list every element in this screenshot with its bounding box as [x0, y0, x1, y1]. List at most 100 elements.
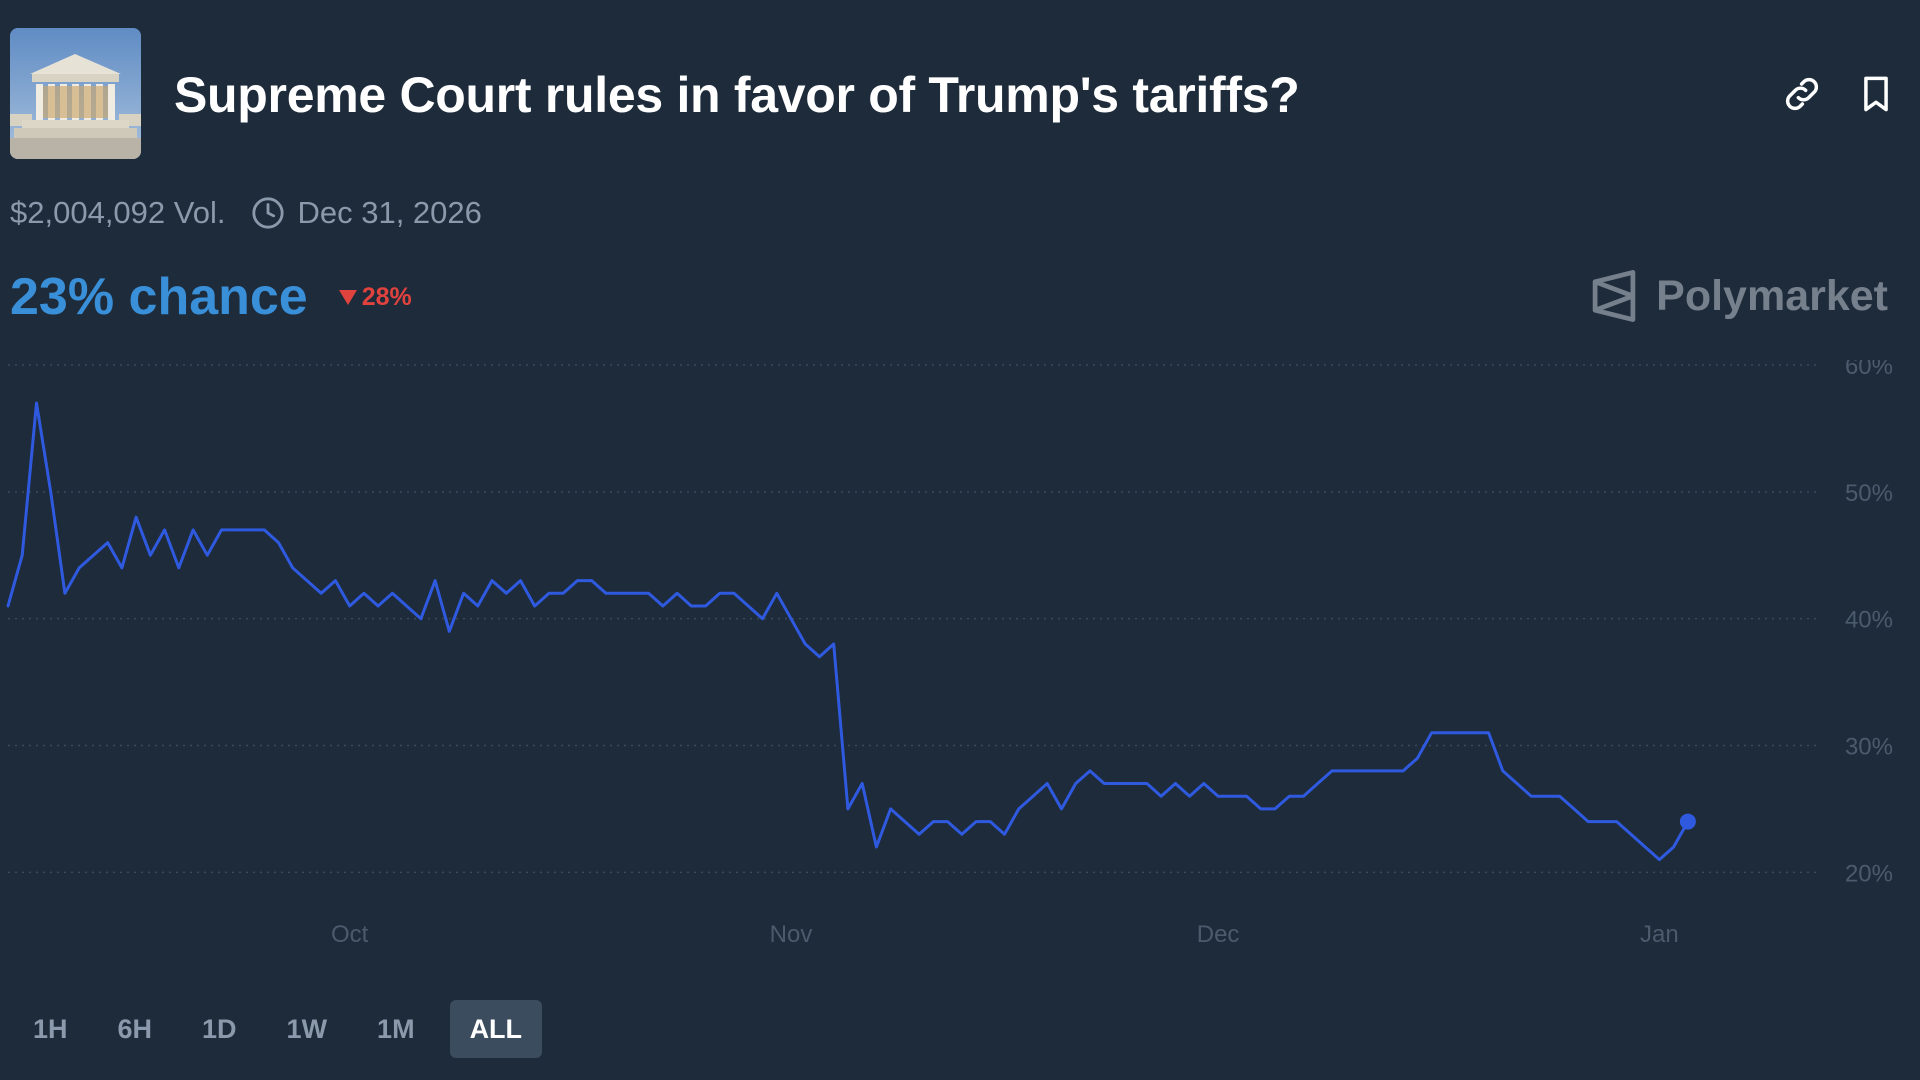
data-point [1629, 833, 1633, 836]
data-point [92, 554, 95, 557]
data-point [1373, 769, 1376, 773]
data-point [633, 592, 636, 595]
data-point [206, 554, 209, 557]
x-tick-label: Dec [1197, 921, 1240, 948]
data-point [1501, 769, 1505, 773]
data-point [932, 820, 935, 823]
data-point [1643, 845, 1647, 849]
market-header: Supreme Court rules in favor of Trump's … [10, 28, 1910, 160]
data-point [1401, 769, 1405, 773]
volume-text: $2,004,092 Vol. [10, 195, 226, 230]
data-point [1102, 782, 1106, 785]
data-point [1046, 782, 1049, 785]
range-button-6h[interactable]: 6H [117, 1014, 153, 1044]
range-button-1m[interactable]: 1M [377, 1014, 415, 1044]
market-title: Supreme Court rules in favor of Trump's … [174, 67, 1300, 123]
data-point [533, 604, 536, 608]
y-tick-label: 20% [1845, 860, 1893, 887]
data-point [1216, 795, 1220, 798]
data-point [1345, 769, 1348, 773]
data-point [804, 642, 807, 646]
down-triangle-icon [338, 290, 357, 305]
data-point [433, 579, 437, 582]
data-point [1558, 795, 1561, 798]
data-point [1031, 795, 1035, 798]
odds-row: 23% chance 28% [10, 262, 412, 332]
price-chart: 60% 50% 40% 30% 20% Oct Nov Dec Jan [6, 360, 1893, 948]
data-point [704, 604, 707, 608]
data-point [1159, 795, 1163, 798]
grid-layer [8, 364, 1816, 874]
data-point [1074, 782, 1077, 785]
data-point [889, 807, 892, 811]
data-point [618, 592, 622, 595]
data-point [946, 820, 949, 823]
data-point [49, 490, 52, 494]
data-point [647, 592, 650, 595]
data-point [1587, 820, 1590, 823]
data-point [1615, 820, 1618, 823]
data-point [134, 515, 138, 519]
data-point [1145, 782, 1149, 785]
data-point [376, 604, 380, 608]
data-point [191, 528, 195, 532]
data-point [590, 579, 593, 582]
data-point [63, 592, 67, 595]
data-point [860, 782, 864, 785]
data-point [1444, 731, 1448, 735]
data-point [718, 592, 722, 595]
data-point [732, 592, 736, 595]
data-point [319, 592, 323, 595]
link-icon[interactable] [1780, 72, 1824, 116]
x-axis: Oct Nov Dec Jan [331, 921, 1679, 948]
data-point [1188, 795, 1191, 798]
data-point [1288, 795, 1291, 798]
data-point [106, 541, 109, 544]
data-point [1202, 782, 1206, 785]
data-point [1430, 731, 1433, 735]
range-button-1w[interactable]: 1W [286, 1014, 328, 1044]
data-point [761, 617, 764, 620]
range-button-all[interactable]: ALL [449, 1000, 543, 1058]
current-price-dot [1679, 813, 1696, 830]
data-point [234, 528, 237, 532]
data-point [1273, 807, 1277, 811]
data-point [490, 579, 494, 582]
data-point [1359, 769, 1362, 773]
supreme-court-image [10, 28, 141, 159]
data-point [462, 592, 465, 595]
data-point [1416, 756, 1419, 760]
y-axis: 60% 50% 40% 30% 20% [1845, 360, 1893, 887]
end-date-text: Dec 31, 2026 [297, 195, 482, 230]
data-point [832, 642, 835, 646]
data-point [576, 579, 579, 582]
data-point [305, 579, 309, 582]
data-point [1245, 795, 1248, 798]
clock-icon [251, 196, 285, 230]
data-point [604, 592, 608, 595]
data-point [1487, 731, 1490, 735]
data-point [1060, 807, 1063, 811]
range-button-1d[interactable]: 1D [202, 1014, 237, 1044]
data-point [291, 566, 294, 570]
data-point [1302, 795, 1305, 798]
data-point [1131, 782, 1134, 785]
data-point [248, 528, 252, 532]
data-point [1530, 795, 1533, 798]
polymarket-logo-icon [1592, 270, 1636, 322]
bookmark-icon[interactable] [1854, 72, 1898, 116]
data-point [917, 833, 921, 836]
data-point [21, 554, 24, 557]
y-tick-label: 60% [1845, 360, 1893, 380]
data-points [6, 401, 1690, 861]
data-point [562, 592, 565, 595]
data-point [775, 592, 778, 595]
data-point [1117, 782, 1120, 785]
data-point [1259, 807, 1262, 811]
range-button-1h[interactable]: 1H [33, 1014, 68, 1044]
data-point [789, 617, 793, 620]
data-point [362, 592, 366, 595]
data-point [476, 604, 479, 608]
data-point [177, 566, 181, 570]
chance-value: 23% chance [10, 268, 308, 326]
